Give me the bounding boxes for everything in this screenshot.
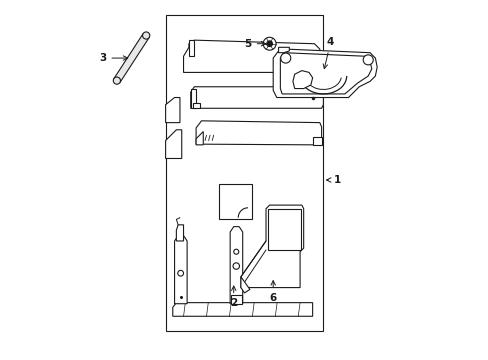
Polygon shape <box>196 121 321 145</box>
Circle shape <box>113 77 120 84</box>
Polygon shape <box>278 47 289 53</box>
Circle shape <box>266 41 272 46</box>
Polygon shape <box>219 184 251 220</box>
Polygon shape <box>292 71 312 89</box>
Polygon shape <box>190 89 196 108</box>
Text: 3: 3 <box>99 53 127 63</box>
Circle shape <box>233 263 239 269</box>
Polygon shape <box>183 40 319 72</box>
Text: 2: 2 <box>230 286 237 309</box>
Text: 1: 1 <box>326 175 341 185</box>
Polygon shape <box>273 49 376 98</box>
Bar <box>165 15 323 330</box>
Polygon shape <box>280 53 371 94</box>
Polygon shape <box>190 87 323 108</box>
Circle shape <box>280 53 290 63</box>
Polygon shape <box>192 103 199 108</box>
Polygon shape <box>230 226 242 304</box>
Circle shape <box>233 249 238 254</box>
Polygon shape <box>267 210 301 250</box>
Polygon shape <box>165 130 182 158</box>
Polygon shape <box>241 277 249 293</box>
Circle shape <box>178 270 183 276</box>
Polygon shape <box>231 295 241 304</box>
Circle shape <box>263 37 276 50</box>
Polygon shape <box>241 205 303 288</box>
Circle shape <box>142 32 149 39</box>
Polygon shape <box>188 40 194 56</box>
Circle shape <box>363 55 372 65</box>
Polygon shape <box>172 303 312 316</box>
Polygon shape <box>312 137 321 145</box>
Polygon shape <box>196 132 203 145</box>
Polygon shape <box>114 33 149 82</box>
Polygon shape <box>174 235 187 304</box>
Text: 4: 4 <box>323 37 334 69</box>
Text: 5: 5 <box>244 39 265 49</box>
Polygon shape <box>176 225 183 241</box>
Text: 6: 6 <box>269 281 276 303</box>
Polygon shape <box>165 98 180 123</box>
